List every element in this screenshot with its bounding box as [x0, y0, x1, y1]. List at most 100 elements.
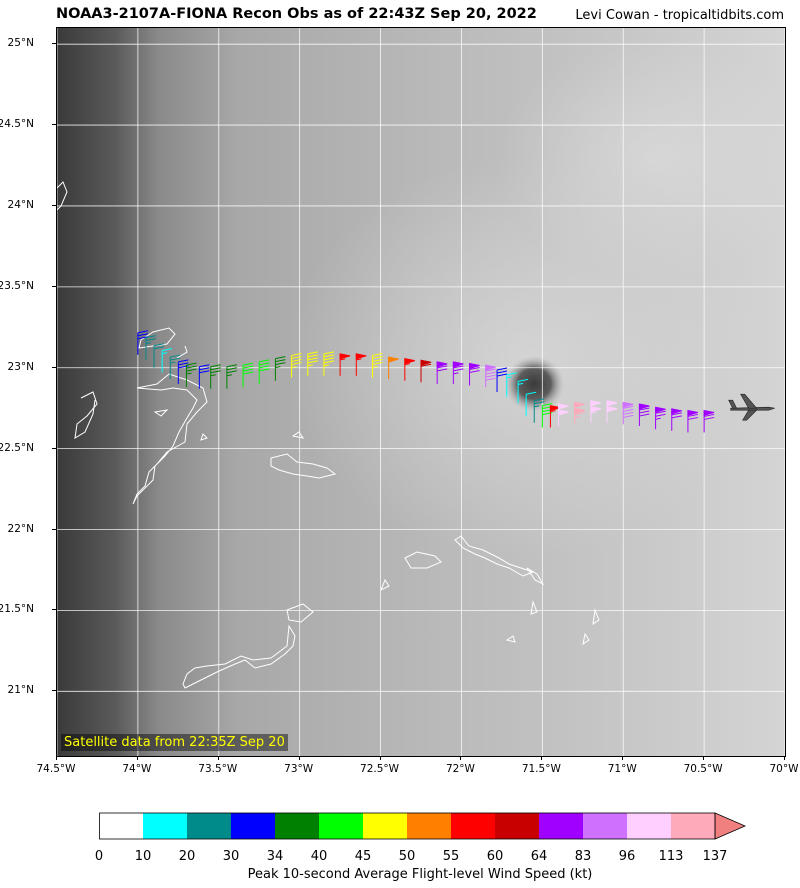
- y-tick-mark: [52, 285, 56, 287]
- y-tick-mark: [52, 43, 56, 45]
- x-tick-mark: [460, 756, 462, 760]
- colorbar: [99, 812, 747, 840]
- wind-barb: [606, 400, 618, 423]
- aircraft-icon: [728, 393, 775, 421]
- colorbar-segment: [275, 813, 319, 839]
- coastline-great-inagua: [132, 373, 208, 505]
- colorbar-tick-label: 50: [398, 849, 416, 864]
- colorbar-extend-arrow: [714, 812, 747, 840]
- wind-barb: [496, 367, 508, 392]
- x-tick-label: 73°W: [284, 763, 314, 775]
- credit-text: Levi Cowan - tropicaltidbits.com: [575, 8, 784, 23]
- wind-barbs: [137, 330, 715, 433]
- wind-barb: [671, 408, 682, 431]
- colorbar-tick-label: 45: [354, 849, 372, 864]
- wind-barb: [687, 409, 699, 433]
- y-tick-label: 25°N: [7, 37, 34, 50]
- wind-barb: [291, 352, 302, 378]
- wind-barb: [226, 364, 237, 389]
- x-tick-mark: [703, 756, 705, 760]
- coastline-caicos: [270, 453, 337, 479]
- x-tick-label: 71°W: [607, 763, 637, 775]
- y-tick-label: 22°N: [7, 522, 34, 535]
- cloud-band: [497, 38, 785, 278]
- wind-barb: [153, 343, 165, 368]
- wind-barb: [242, 362, 254, 388]
- satellite-time-label: Satellite data from 22:35Z Sep 20: [61, 734, 288, 751]
- colorbar-segment: [231, 813, 275, 839]
- colorbar-segment: [583, 813, 627, 839]
- colorbar-tick-label: 40: [310, 849, 328, 864]
- colorbar-segment: [539, 813, 583, 839]
- colorbar-segment: [495, 813, 539, 839]
- coastline-east-islands: [404, 551, 442, 569]
- x-tick-mark: [217, 756, 219, 760]
- wind-barb: [506, 372, 517, 397]
- x-tick-mark: [541, 756, 543, 760]
- coastline-hispaniola-north: [182, 624, 296, 689]
- wind-barb: [169, 354, 181, 380]
- y-tick-label: 21.5°N: [0, 603, 34, 616]
- y-tick-label: 22.5°N: [0, 441, 34, 454]
- y-tick-mark: [52, 447, 56, 449]
- wind-barb: [323, 351, 335, 376]
- coastline-inagua-small: [138, 327, 176, 349]
- coastline-caicos-islands: [74, 391, 98, 439]
- colorbar-tick-label: 0: [94, 849, 104, 864]
- wind-barb: [622, 401, 634, 425]
- coastline-caicos: [291, 431, 305, 439]
- colorbar-title: Peak 10-second Average Flight-level Wind…: [247, 867, 593, 882]
- x-tick-label: 73.5°W: [198, 763, 238, 775]
- x-tick-mark: [379, 756, 381, 760]
- coastline-cuba-east: [57, 181, 68, 211]
- colorbar-tick-label: 137: [702, 849, 728, 864]
- wind-barb: [638, 403, 650, 426]
- wind-barb: [558, 403, 569, 426]
- y-tick-mark: [52, 366, 56, 368]
- x-tick-label: 70.5°W: [683, 763, 723, 775]
- wind-barb: [198, 364, 210, 389]
- wind-barb: [485, 364, 496, 388]
- coastline-east-islands: [380, 578, 390, 592]
- y-tick-mark: [52, 204, 56, 206]
- hurricane-eye: [504, 355, 565, 412]
- figure-title: NOAA3-2107A-FIONA Recon Obs as of 22:43Z…: [56, 6, 537, 22]
- wind-barb: [452, 361, 464, 384]
- x-tick-label: 74.5°W: [36, 763, 76, 775]
- wind-barb: [703, 409, 715, 433]
- colorbar-segment: [99, 813, 143, 839]
- colorbar-tick-label: 64: [530, 849, 548, 864]
- x-tick-label: 74°W: [122, 763, 152, 775]
- x-tick-label: 72°W: [445, 763, 475, 775]
- wind-barb: [549, 404, 561, 428]
- coastline-east-islands: [592, 608, 600, 626]
- colorbar-tick-label: 83: [574, 849, 592, 864]
- wind-barb: [210, 364, 221, 389]
- colorbar-segment: [627, 813, 671, 839]
- colorbar-tick-label: 60: [486, 849, 504, 864]
- wind-barb: [258, 359, 270, 384]
- colorbar-segment: [451, 813, 495, 839]
- wind-barb: [185, 362, 197, 388]
- y-tick-mark: [52, 609, 56, 611]
- colorbar-tick-label: 20: [178, 849, 196, 864]
- wind-barb: [590, 400, 602, 423]
- wind-barb: [371, 352, 383, 378]
- x-tick-mark: [298, 756, 300, 760]
- colorbar-segment: [143, 813, 187, 839]
- x-tick-label: 70°W: [769, 763, 799, 775]
- wind-barb: [274, 356, 286, 381]
- x-tick-label: 72.5°W: [360, 763, 400, 775]
- coastlines: [57, 181, 600, 689]
- wind-barb: [420, 359, 432, 383]
- colorbar-tick-label: 10: [134, 849, 152, 864]
- colorbar-segment: [187, 813, 231, 839]
- x-tick-mark: [56, 756, 57, 760]
- coastline-turks: [200, 433, 208, 441]
- satellite-map[interactable]: Satellite data from 22:35Z Sep 20: [56, 27, 786, 757]
- coastline-east-islands: [505, 635, 516, 643]
- wind-barb: [517, 378, 529, 404]
- coastline-tortuga: [286, 603, 314, 623]
- y-tick-label: 21°N: [7, 684, 34, 697]
- wind-barb: [177, 359, 189, 384]
